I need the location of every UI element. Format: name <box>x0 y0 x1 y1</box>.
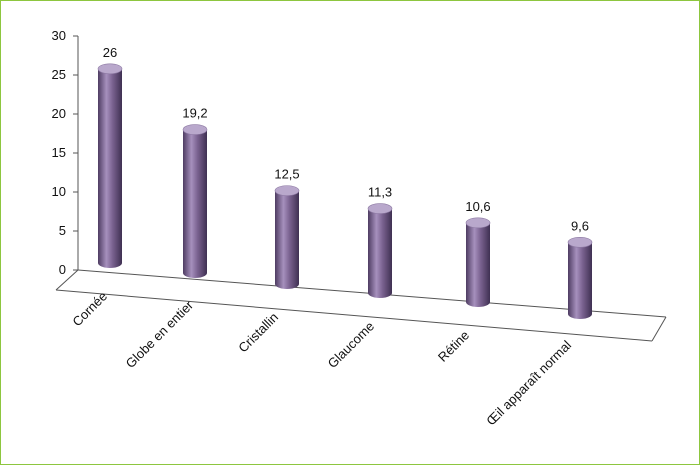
bar-body <box>466 222 490 307</box>
bar <box>465 217 491 307</box>
bar-top <box>274 185 300 196</box>
y-tick-label: 30 <box>52 28 66 43</box>
y-tick-label: 10 <box>52 184 66 199</box>
bar-top <box>182 124 208 135</box>
data-label: 26 <box>103 45 117 60</box>
floor-left-edge <box>55 269 79 291</box>
category-label: Œil apparaît normal <box>483 337 574 428</box>
y-tick-label: 5 <box>59 223 66 238</box>
bar-top <box>367 203 393 214</box>
data-label: 9,6 <box>571 218 589 233</box>
bar-body <box>568 242 592 319</box>
floor-front-edge <box>55 289 653 342</box>
bar <box>182 124 208 278</box>
category-label: Cristallin <box>235 310 281 356</box>
bar-top <box>567 236 593 248</box>
bar <box>367 203 393 298</box>
data-label: 10,6 <box>465 199 490 214</box>
bar-top <box>465 217 491 229</box>
y-tick-label: 25 <box>52 67 66 82</box>
category-label: Globe en entier <box>123 297 197 371</box>
bar <box>97 63 123 268</box>
bar-body <box>275 190 299 289</box>
y-tick-label: 20 <box>52 106 66 121</box>
y-tick-label: 15 <box>52 145 66 160</box>
floor-right-edge <box>651 316 667 342</box>
bar-body <box>183 129 207 278</box>
bar-top <box>97 63 123 75</box>
data-label: 12,5 <box>274 167 299 182</box>
bar <box>567 236 593 319</box>
data-label: 19,2 <box>182 106 207 121</box>
y-tick-label: 0 <box>59 262 66 277</box>
category-label: Cornée <box>69 289 110 330</box>
bar <box>274 185 300 289</box>
data-label: 11,3 <box>368 185 392 200</box>
bar-body <box>98 68 122 268</box>
category-label: Glaucome <box>325 319 378 372</box>
bar-body <box>368 208 392 298</box>
category-label: Rétine <box>435 328 472 365</box>
